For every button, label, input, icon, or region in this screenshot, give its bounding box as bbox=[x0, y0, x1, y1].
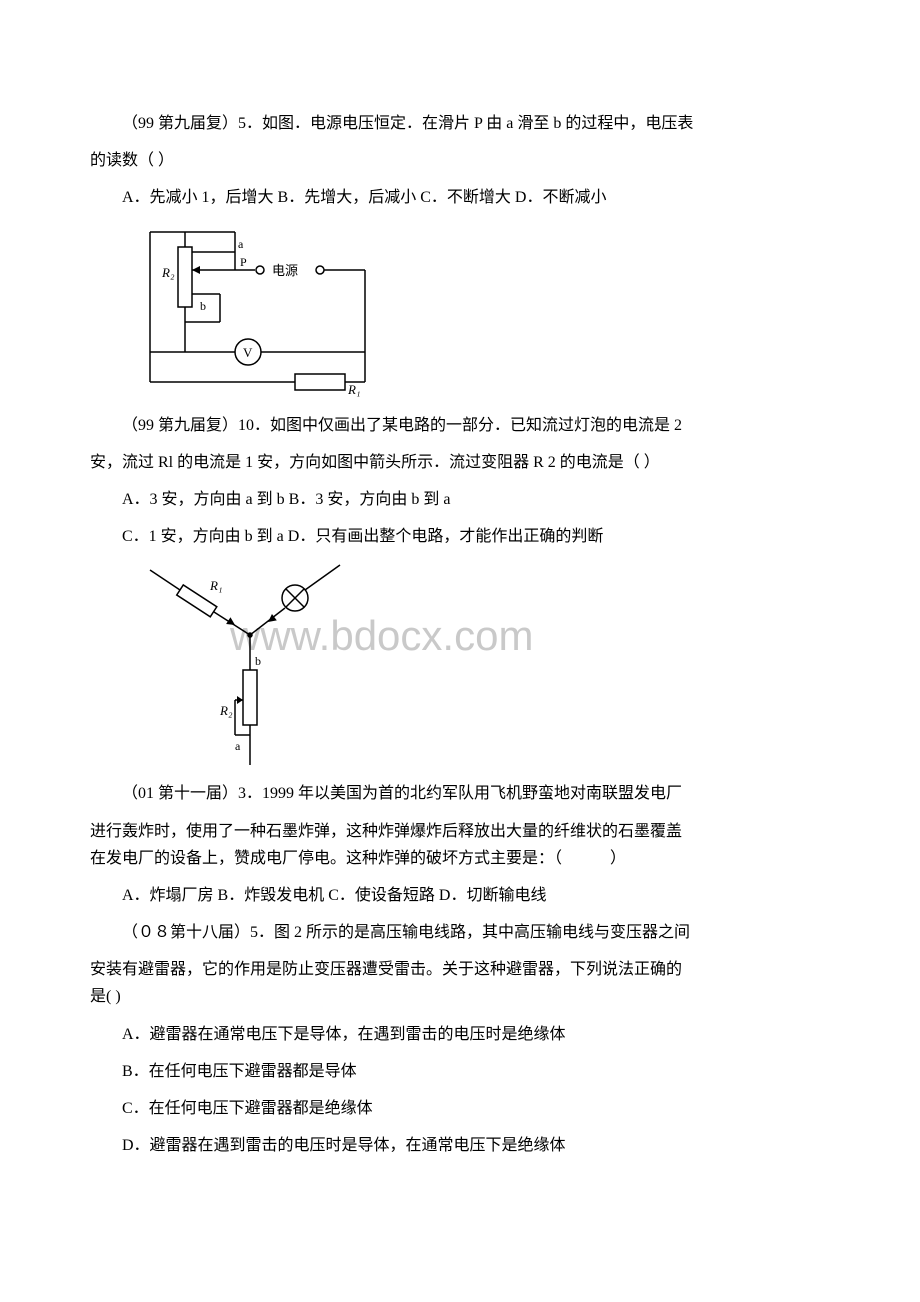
q2-figure: R₁ b R₂ a bbox=[140, 560, 830, 770]
q1-options: A．先减小 1，后增大 B．先增大，后减小 C．不断增大 D．不断减小 bbox=[90, 184, 830, 211]
svg-text:R₂: R₂ bbox=[219, 703, 233, 718]
svg-text:V: V bbox=[243, 345, 253, 360]
q4-option-a: A．避雷器在通常电压下是导体，在遇到雷击的电压时是绝缘体 bbox=[90, 1021, 830, 1048]
svg-text:R₂: R₂ bbox=[161, 265, 175, 280]
q2-stem-line2: 安，流过 Rl 的电流是 1 安，方向如图中箭头所示．流过变阻器 R 2 的电流… bbox=[90, 449, 830, 476]
svg-text:R₁: R₁ bbox=[209, 578, 222, 593]
q3-stem-line3: 在发电厂的设备上，赞成电厂停电。这种炸弹的破坏方式主要是：（ ） bbox=[90, 845, 830, 872]
document-content: （99 第九届复）5．如图．电源电压恒定．在滑片 P 由 a 滑至 b 的过程中… bbox=[90, 110, 830, 1159]
svg-text:b: b bbox=[200, 299, 206, 313]
q3-options: A．炸塌厂房 B．炸毁发电机 C．使设备短路 D．切断输电线 bbox=[90, 882, 830, 909]
q3-stem-line2: 进行轰炸时，使用了一种石墨炸弹，这种炸弹爆炸后释放出大量的纤维状的石墨覆盖 bbox=[90, 818, 830, 845]
q1-stem-line1: （99 第九届复）5．如图．电源电压恒定．在滑片 P 由 a 滑至 b 的过程中… bbox=[90, 110, 830, 137]
q4-option-b: B．在任何电压下避雷器都是导体 bbox=[90, 1058, 830, 1085]
svg-text:R₁: R₁ bbox=[347, 382, 360, 397]
q2-options-ab: A．3 安，方向由 a 到 b B．3 安，方向由 b 到 a bbox=[90, 486, 830, 513]
q4-option-d: D．避雷器在遇到雷击的电压时是导体，在通常电压下是绝缘体 bbox=[90, 1132, 830, 1159]
q4-stem-line3: 是( ) bbox=[90, 983, 830, 1010]
q2-options-cd: C．1 安，方向由 b 到 a D．只有画出整个电路，才能作出正确的判断 bbox=[90, 523, 830, 550]
q4-option-c: C．在任何电压下避雷器都是绝缘体 bbox=[90, 1095, 830, 1122]
q1-figure: R₂ a P b 电源 V R₁ bbox=[140, 222, 830, 402]
q1-stem-line2: 的读数（ ） bbox=[90, 147, 830, 174]
q2-stem-line1: （99 第九届复）10．如图中仅画出了某电路的一部分．已知流过灯泡的电流是 2 bbox=[90, 412, 830, 439]
svg-text:b: b bbox=[255, 654, 261, 668]
q4-stem-line1: （０８第十八届）5．图 2 所示的是高压输电线路，其中高压输电线与变压器之间 bbox=[90, 919, 830, 946]
svg-text:a: a bbox=[238, 237, 244, 251]
svg-text:a: a bbox=[235, 739, 241, 753]
svg-text:P: P bbox=[240, 255, 247, 269]
q4-stem-line2: 安装有避雷器，它的作用是防止变压器遭受雷击。关于这种避雷器，下列说法正确的 bbox=[90, 956, 830, 983]
svg-text:电源: 电源 bbox=[272, 263, 298, 278]
q3-stem-line1: （01 第十一届）3．1999 年以美国为首的北约军队用飞机野蛮地对南联盟发电厂 bbox=[90, 780, 830, 807]
